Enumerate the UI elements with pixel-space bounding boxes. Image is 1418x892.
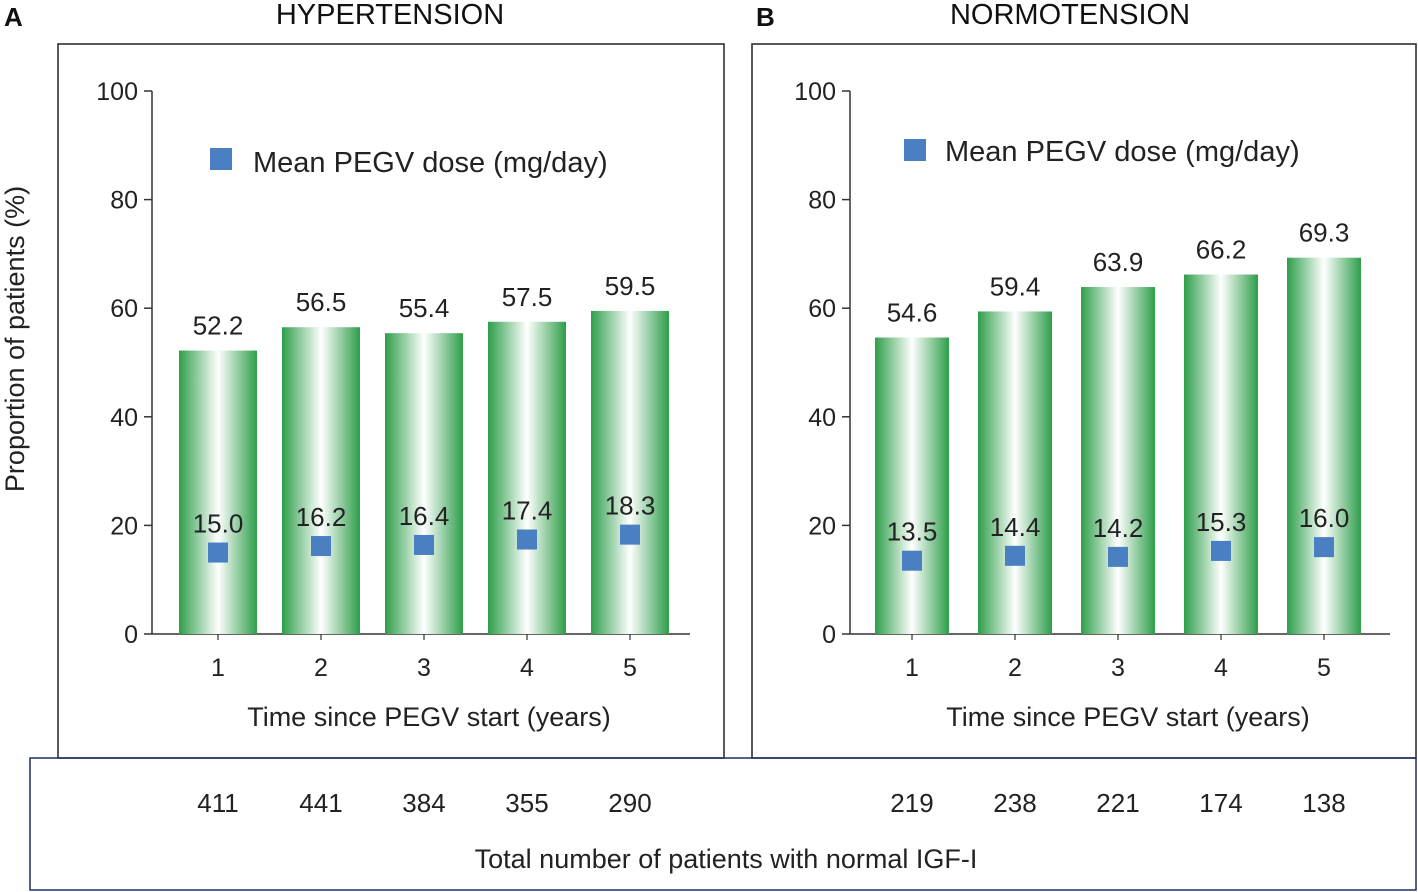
- bar-value-label: 69.3: [1299, 218, 1350, 248]
- legend-label: Mean PEGV dose (mg/day): [253, 147, 608, 179]
- dose-marker: [1211, 540, 1231, 561]
- dose-value-label: 15.3: [1196, 507, 1247, 537]
- y-tick-label: 40: [110, 404, 138, 432]
- y-tick-label: 60: [110, 295, 138, 323]
- patient-count: 384: [402, 788, 445, 818]
- dose-marker: [1005, 545, 1025, 566]
- dose-value-label: 15.0: [193, 509, 244, 539]
- bar: [591, 310, 669, 634]
- y-tick-label: 60: [808, 295, 836, 323]
- y-tick-label: 40: [808, 404, 836, 432]
- bar: [875, 337, 949, 634]
- x-tick-label: 2: [314, 654, 328, 682]
- x-axis-title-a: Time since PEGV start (years): [247, 702, 611, 732]
- bar: [282, 327, 360, 634]
- y-tick-label: 80: [110, 187, 138, 215]
- legend-label: Mean PEGV dose (mg/day): [945, 136, 1300, 168]
- x-tick-label: 3: [1111, 654, 1125, 682]
- patient-count: 219: [890, 788, 933, 818]
- dose-value-label: 16.0: [1299, 503, 1350, 533]
- patient-count: 441: [299, 788, 342, 818]
- legend-marker: [904, 139, 926, 161]
- dose-marker: [208, 542, 228, 563]
- patient-count: 138: [1302, 788, 1345, 818]
- x-tick-label: 4: [520, 654, 534, 682]
- dose-marker: [1108, 546, 1128, 567]
- bar: [179, 350, 257, 634]
- x-axis-title-b: Time since PEGV start (years): [946, 702, 1310, 732]
- dose-value-label: 13.5: [887, 517, 938, 547]
- y-axis-title: Proportion of patients (%): [0, 186, 30, 492]
- bar: [1287, 257, 1361, 634]
- bar-value-label: 54.6: [887, 298, 938, 328]
- dose-marker: [414, 534, 434, 555]
- bar: [488, 321, 566, 634]
- dose-marker: [902, 550, 922, 571]
- y-tick-label: 0: [124, 621, 138, 649]
- chart-b: 0 20 40 60 80 100 54.6 1 13.5 219 59.4 2 14.4 238 63.9…: [794, 78, 1390, 818]
- bar-value-label: 66.2: [1196, 235, 1247, 265]
- bar: [978, 311, 1052, 634]
- dose-value-label: 17.4: [502, 496, 553, 526]
- patient-count: 411: [197, 788, 238, 818]
- bar-value-label: 59.4: [990, 271, 1041, 301]
- x-tick-label: 5: [623, 654, 637, 682]
- footer-frame: [29, 757, 1417, 891]
- y-tick-label: 20: [808, 512, 836, 540]
- patient-count: 221: [1096, 788, 1139, 818]
- dose-value-label: 16.4: [399, 501, 450, 531]
- dose-value-label: 14.2: [1093, 513, 1144, 543]
- y-tick-label: 80: [808, 187, 836, 215]
- x-tick-label: 5: [1317, 654, 1331, 682]
- x-tick-label: 3: [417, 654, 431, 682]
- dose-value-label: 18.3: [605, 491, 656, 521]
- bar: [1184, 274, 1258, 634]
- x-tick-label: 4: [1214, 654, 1228, 682]
- bar-value-label: 59.5: [605, 271, 656, 301]
- bar: [385, 333, 463, 634]
- panel-a-title: HYPERTENSION: [276, 0, 504, 31]
- patient-count: 290: [608, 788, 651, 818]
- panel-a-letter: A: [4, 2, 23, 32]
- dose-value-label: 16.2: [296, 502, 347, 532]
- panel-b-letter: B: [756, 2, 775, 32]
- bar-value-label: 55.4: [399, 293, 450, 323]
- dose-marker: [620, 524, 640, 545]
- chart-a: 0 20 40 60 80 100 52.2 1 15.0 411 56.5 2 16.2 441 55.4…: [96, 78, 690, 818]
- bar-value-label: 63.9: [1093, 247, 1144, 277]
- x-tick-label: 1: [211, 654, 225, 682]
- y-tick-label: 100: [96, 78, 138, 106]
- y-tick-label: 20: [110, 512, 138, 540]
- x-tick-label: 2: [1008, 654, 1022, 682]
- legend-marker: [210, 148, 232, 170]
- y-tick-label: 100: [794, 78, 836, 106]
- patient-count: 174: [1199, 788, 1242, 818]
- x-tick-label: 1: [905, 654, 919, 682]
- footer-caption: Total number of patients with normal IGF…: [475, 844, 978, 874]
- bar-value-label: 57.5: [502, 282, 553, 312]
- dose-marker: [1314, 537, 1334, 558]
- dose-marker: [517, 529, 537, 550]
- dose-value-label: 14.4: [990, 512, 1041, 542]
- bar-value-label: 52.2: [193, 311, 244, 341]
- y-tick-label: 0: [822, 621, 836, 649]
- patient-count: 355: [505, 788, 548, 818]
- bar-value-label: 56.5: [296, 287, 347, 317]
- panel-b-title: NORMOTENSION: [950, 0, 1190, 31]
- patient-count: 238: [993, 788, 1036, 818]
- bar: [1081, 287, 1155, 634]
- dose-marker: [311, 536, 331, 557]
